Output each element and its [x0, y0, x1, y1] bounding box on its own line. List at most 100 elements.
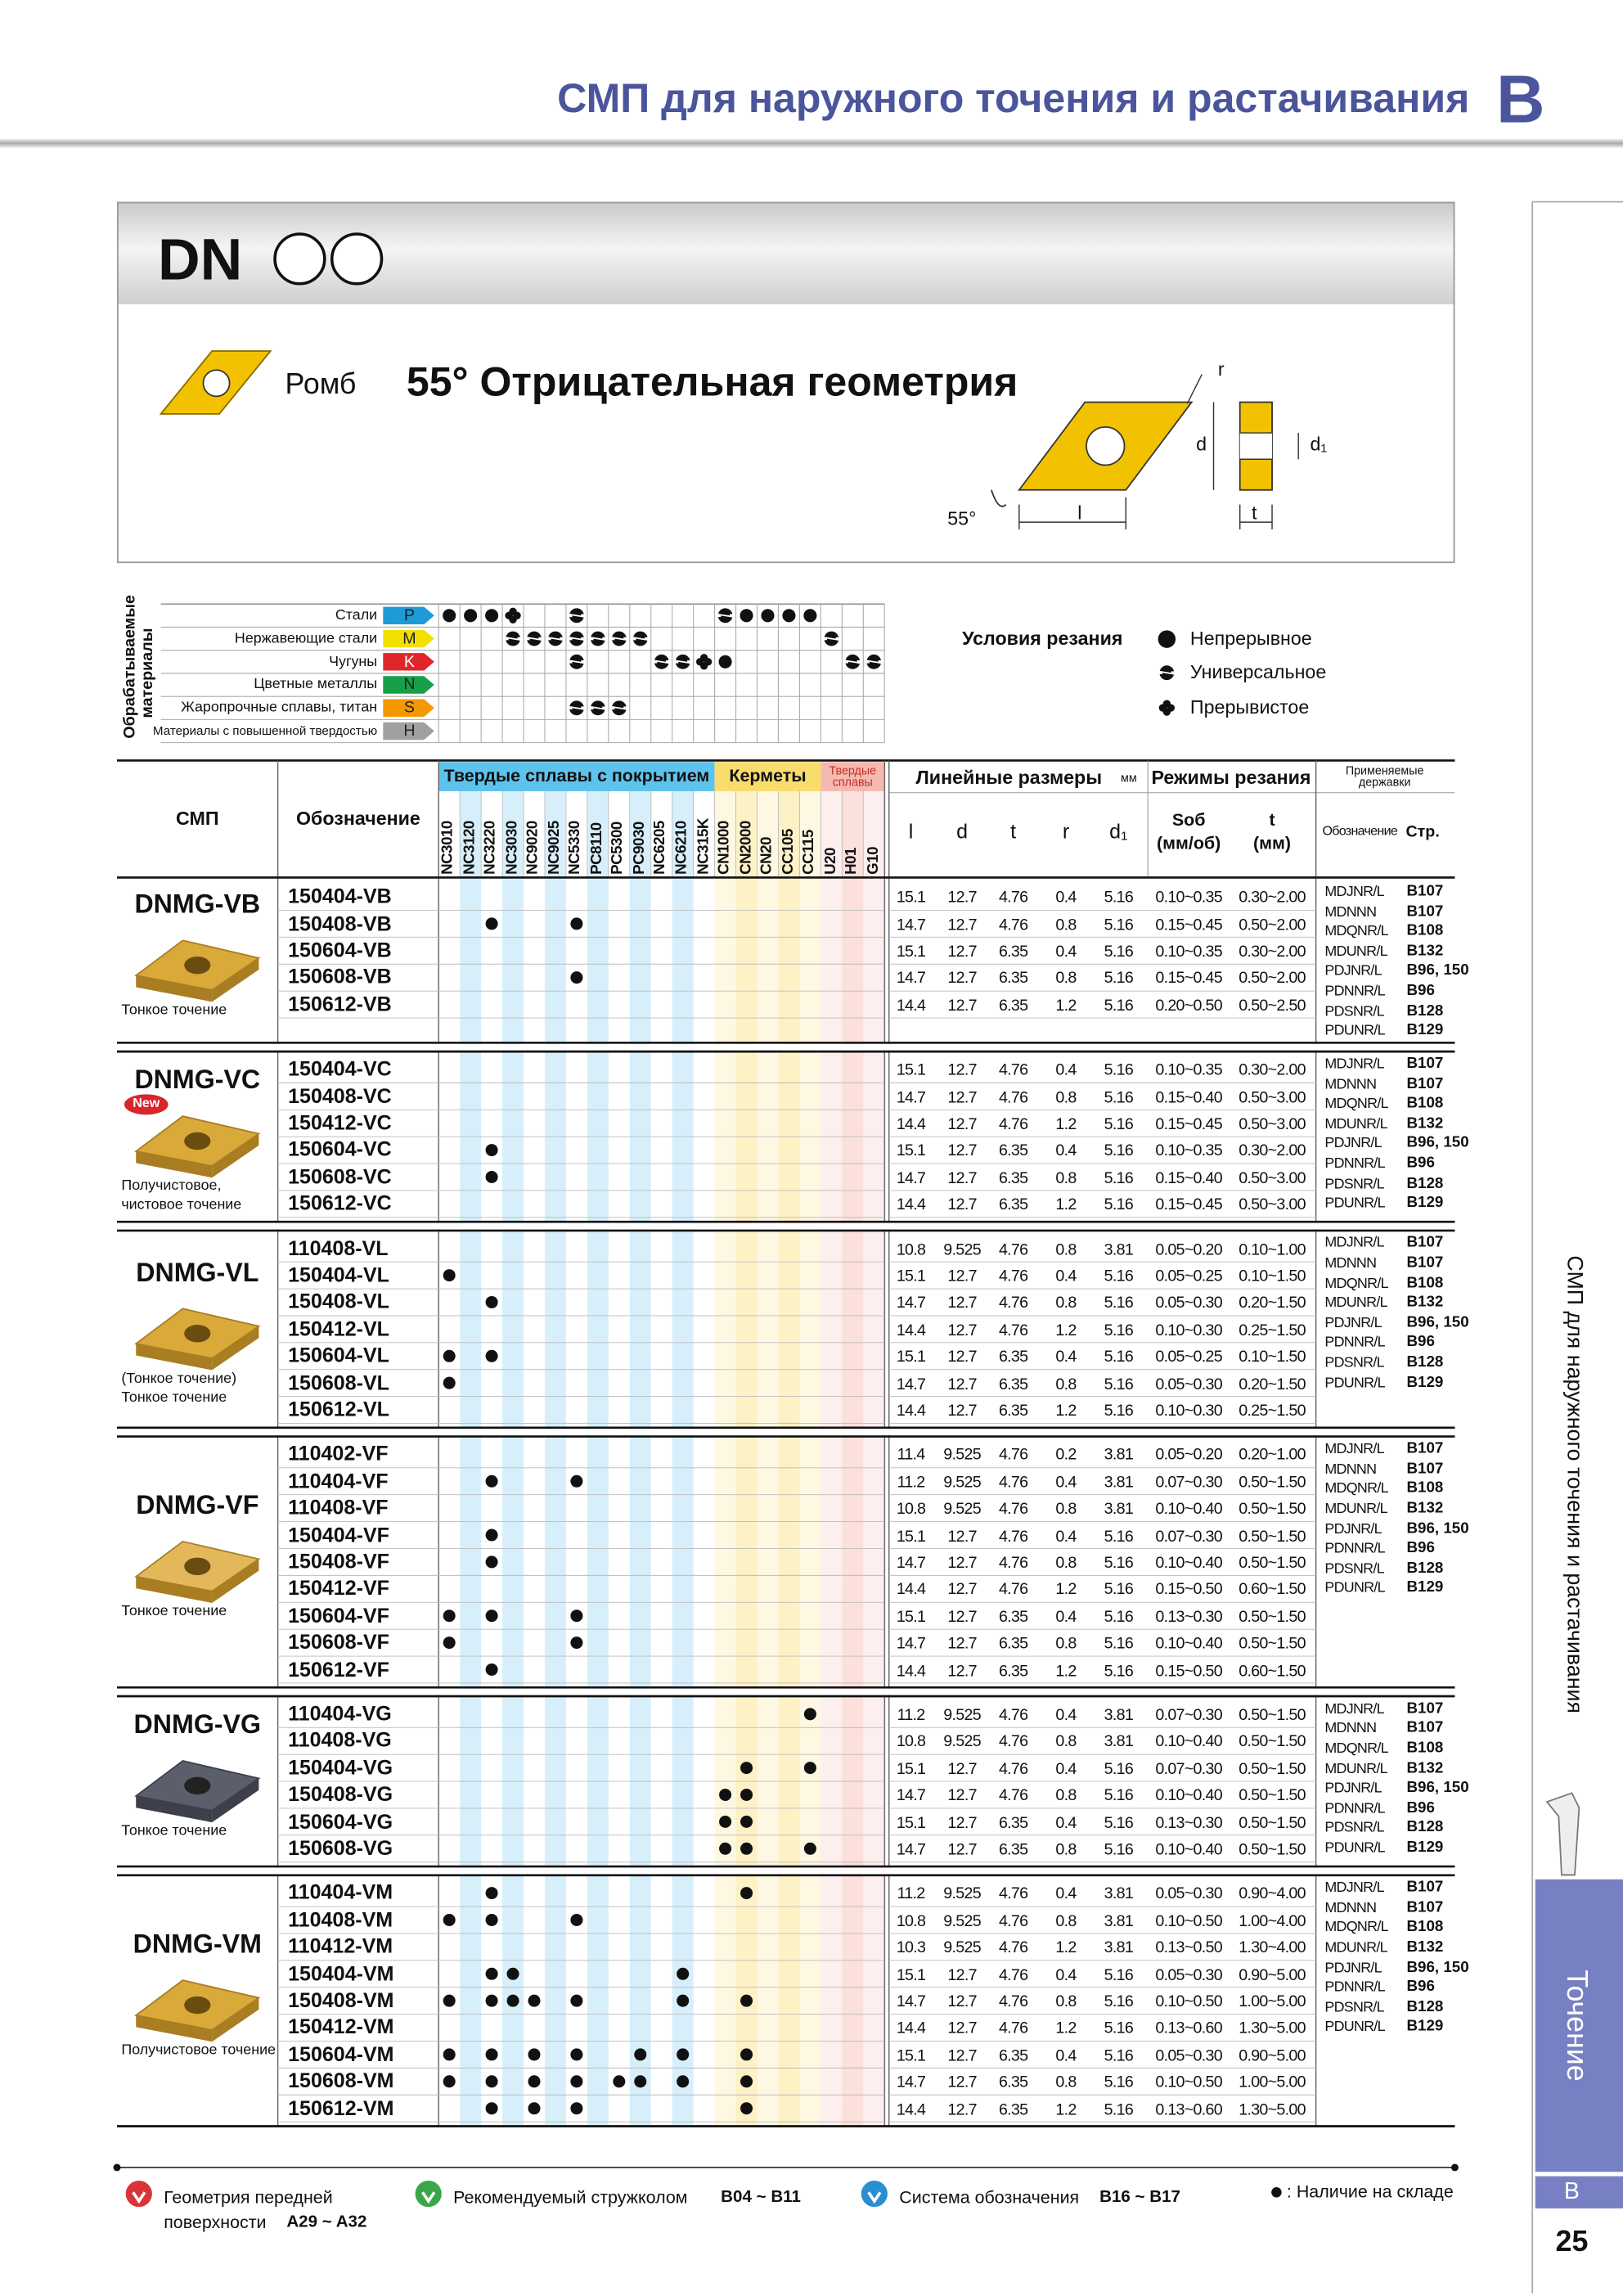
- holder-page: B132: [1406, 1938, 1444, 1956]
- stock-dot: [485, 1663, 498, 1676]
- dimension-value: 12.7: [947, 2020, 977, 2038]
- depth-value: 0.50~3.00: [1239, 1115, 1306, 1134]
- designation: 150604-VC: [288, 1137, 392, 1161]
- grade-name: H01: [843, 848, 861, 875]
- dimension-value: 14.7: [896, 1635, 926, 1654]
- stock-dot: [570, 1609, 583, 1623]
- dimension-value: 14.7: [896, 1787, 926, 1805]
- insert-caption: чистовое точение: [121, 1197, 242, 1213]
- holder-name: MDQNR/L: [1324, 1096, 1388, 1113]
- dimension-value: 9.525: [943, 1939, 981, 1957]
- dimension-value: 4.76: [998, 1061, 1028, 1080]
- holder-name: MDQNR/L: [1324, 1740, 1388, 1758]
- stock-dot: [803, 1842, 816, 1855]
- dimension-value: 5.16: [1104, 1115, 1134, 1134]
- mark-notch: [546, 637, 551, 641]
- stock-legend: : Наличие на складе: [1286, 2181, 1454, 2202]
- dimension-value: 4.76: [998, 1501, 1028, 1519]
- dimension-value: 5.16: [1104, 1196, 1134, 1214]
- holder-name: MDNNN: [1324, 1721, 1377, 1738]
- holder-page: B129: [1406, 1373, 1444, 1391]
- dim-header: r: [1062, 819, 1070, 844]
- holder-page: B132: [1406, 1758, 1444, 1777]
- holder-page: B108: [1406, 1094, 1444, 1113]
- dimension-value: 6.35: [998, 1348, 1028, 1366]
- designation: 150408-VL: [288, 1289, 389, 1313]
- dimension-value: 6.35: [998, 970, 1028, 988]
- stock-dot: [443, 609, 456, 623]
- holder-page: B96: [1406, 981, 1435, 1000]
- code-circle: [273, 232, 326, 286]
- holder-name: MDNNN: [1324, 1076, 1377, 1093]
- stock-dot: [485, 1967, 498, 1980]
- dimension-value: 12.7: [947, 1760, 977, 1779]
- dimension-value: 5.16: [1104, 1814, 1134, 1832]
- dimension-value: 4.76: [998, 1706, 1028, 1725]
- stock-dot: [740, 1887, 753, 1900]
- holder-name: MDUNR/L: [1324, 943, 1387, 961]
- column-tint: [842, 790, 864, 2127]
- stock-dot: [782, 609, 796, 623]
- designation: 150412-VM: [288, 2015, 394, 2039]
- feed-value: 0.10~0.50: [1155, 2073, 1222, 2092]
- mark-notch: [623, 637, 628, 641]
- dimension-value: 15.1: [896, 1348, 926, 1366]
- holder-name: PDUNR/L: [1324, 1375, 1385, 1391]
- holder-name: MDQNR/L: [1324, 1481, 1388, 1498]
- holder-page: B96: [1406, 1154, 1435, 1173]
- holder-name: MDUNR/L: [1324, 1761, 1387, 1777]
- stock-dot: [443, 1913, 456, 1926]
- stock-dot: [740, 1788, 753, 1801]
- dimension-value: 0.8: [1055, 970, 1077, 988]
- mark-notch: [843, 660, 848, 664]
- holder-name: MDNNN: [1324, 1255, 1377, 1272]
- feed-value: 0.10~0.35: [1155, 1142, 1222, 1161]
- dimension-value: 14.4: [896, 1196, 926, 1214]
- material-badge: [383, 606, 434, 625]
- designation: 110408-VL: [288, 1236, 389, 1259]
- depth-value: 0.50~1.50: [1239, 1635, 1306, 1654]
- dimension-value: 6.35: [998, 2100, 1028, 2119]
- mode-header: t: [1269, 809, 1275, 831]
- feed-value: 0.10~0.35: [1155, 1061, 1222, 1080]
- stock-dot: [443, 1269, 456, 1282]
- dimension-value: 0.4: [1055, 1142, 1077, 1161]
- feed-value: 0.05~0.30: [1155, 1375, 1222, 1393]
- dimension-value: 14.7: [896, 1088, 926, 1107]
- feed-value: 0.13~0.50: [1155, 1939, 1222, 1957]
- dimension-value: 5.16: [1104, 1760, 1134, 1779]
- dimension-value: 4.76: [998, 1088, 1028, 1107]
- feed-value: 0.15~0.40: [1155, 1088, 1222, 1107]
- holder-name: PDUNR/L: [1324, 1023, 1385, 1040]
- mark-notch: [568, 614, 573, 618]
- mark-notch: [568, 660, 573, 664]
- dimension-value: 14.4: [896, 1115, 926, 1134]
- dimension-value: 0.4: [1055, 1966, 1077, 1984]
- dimension-value: 0.4: [1055, 1267, 1077, 1286]
- mark-notch: [1159, 670, 1175, 675]
- stock-dot: [506, 1967, 519, 1980]
- stock-dot: [485, 1144, 498, 1157]
- grade-group-name: Твердые сплавы с покрытием: [443, 765, 710, 786]
- material-letter: P: [403, 606, 416, 624]
- legend-text: Прерывистое: [1189, 696, 1310, 718]
- designation: 150608-VB: [288, 965, 392, 988]
- holder-name: PDSNR/L: [1324, 1176, 1384, 1192]
- depth-value: 0.10~1.50: [1239, 1267, 1306, 1286]
- feed-value: 0.07~0.30: [1155, 1474, 1222, 1492]
- feed-value: 0.10~0.40: [1155, 1733, 1222, 1752]
- dimension-value: 5.16: [1104, 1142, 1134, 1161]
- dimension-value: 9.525: [943, 1706, 981, 1725]
- holder-page: B108: [1406, 1479, 1444, 1497]
- dim-header: d₁: [1109, 819, 1128, 844]
- holder-name: MDJNR/L: [1324, 1236, 1384, 1252]
- dimension-value: 14.4: [896, 1402, 926, 1420]
- holder-name: PDSNR/L: [1324, 1560, 1384, 1578]
- dimension-value: 3.81: [1104, 1733, 1134, 1752]
- feed-value: 0.05~0.20: [1155, 1240, 1222, 1259]
- reference-pages: B04 ~ B11: [721, 2189, 801, 2207]
- mark-notch: [654, 660, 669, 664]
- stock-dot: [803, 1762, 816, 1775]
- dimension-value: 5.16: [1104, 1402, 1134, 1420]
